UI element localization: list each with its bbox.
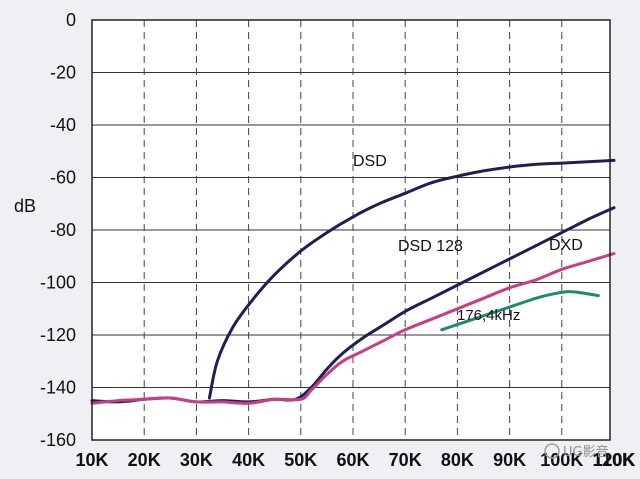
y-tick-label: -80 — [50, 220, 76, 240]
watermark: UG影音 — [544, 443, 609, 460]
annotation-176k: 176,4kHz — [457, 307, 520, 324]
plot-frame — [91, 19, 611, 441]
x-tick-label: 30K — [180, 450, 213, 470]
y-tick-label: -60 — [50, 168, 76, 188]
series-line-dsd — [207, 158, 616, 400]
y-axis-tick-labels: 0 -20 -40 -60 -80 -100 -120 -140 -160 — [40, 10, 76, 450]
watermark-text: UG影音 — [563, 444, 609, 460]
annotation-dsd: DSD — [353, 153, 387, 170]
series-line-176-4khz — [440, 290, 600, 332]
x-tick-label: 120K — [592, 450, 635, 470]
annotation-dxd: DXD — [549, 237, 583, 254]
series-line-dxd — [90, 252, 616, 405]
x-tick-label: 80K — [441, 450, 474, 470]
series-lines — [90, 158, 616, 405]
y-tick-label: -20 — [50, 63, 76, 83]
x-tick-label: 60K — [336, 450, 369, 470]
x-tick-label: 100K — [540, 450, 583, 470]
y-tick-label: 0 — [66, 10, 76, 30]
y-tick-label: -140 — [40, 378, 76, 398]
annotation-dsd128: DSD 128 — [398, 238, 463, 255]
watermark-icon — [544, 443, 560, 459]
x-tick-label: 70K — [389, 450, 422, 470]
x-tick-label: 50K — [284, 450, 317, 470]
y-tick-label: -100 — [40, 273, 76, 293]
x-tick-label: 40K — [232, 450, 265, 470]
y-tick-label: -160 — [40, 430, 76, 450]
x-tick-label: 20K — [128, 450, 161, 470]
y-axis-label: dB — [14, 196, 36, 216]
x-tick-label: 90K — [493, 450, 526, 470]
x-tick-label: 10K — [75, 450, 108, 470]
y-tick-label: -40 — [50, 115, 76, 135]
x-tick-label: 110K — [593, 450, 635, 470]
y-tick-label: -120 — [40, 325, 76, 345]
